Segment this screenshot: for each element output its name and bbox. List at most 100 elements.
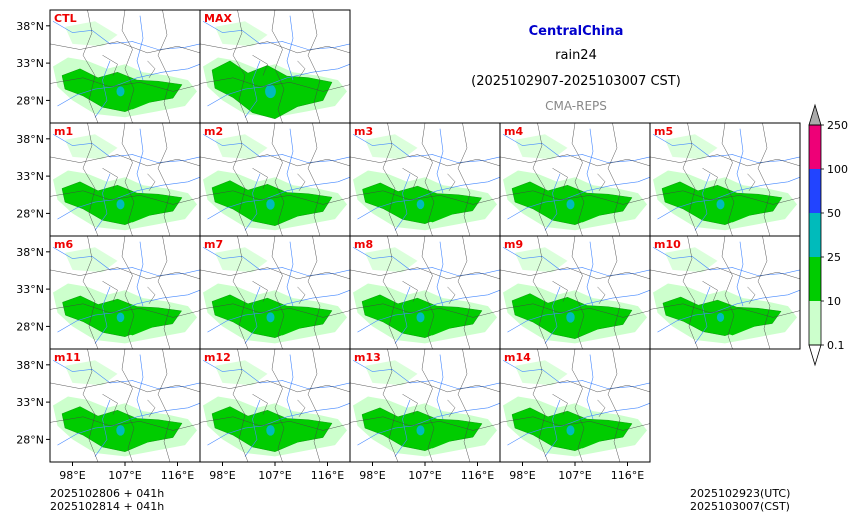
colorbar-segment bbox=[809, 125, 821, 169]
map-panel-m7: m7 bbox=[199, 235, 351, 350]
province-border bbox=[421, 122, 435, 237]
province-border bbox=[499, 380, 651, 393]
province-border bbox=[532, 235, 549, 350]
river-line bbox=[394, 286, 411, 344]
province-border bbox=[349, 416, 501, 431]
province-border bbox=[271, 122, 285, 237]
river-line bbox=[136, 15, 144, 81]
province-border bbox=[649, 303, 801, 318]
river-line bbox=[544, 399, 561, 457]
river-line bbox=[436, 354, 444, 420]
province-border bbox=[552, 281, 568, 302]
province-border bbox=[447, 286, 456, 304]
province-border bbox=[447, 399, 456, 417]
colorbar-tick-label: 100 bbox=[827, 163, 848, 176]
province-border bbox=[747, 286, 756, 304]
province-border bbox=[607, 348, 621, 463]
panel-label: m8 bbox=[354, 238, 373, 251]
lon-label: 107°E bbox=[108, 469, 141, 482]
river-line bbox=[52, 247, 201, 276]
river-line bbox=[244, 399, 261, 457]
province-border bbox=[421, 348, 435, 463]
lat-label: 38°N bbox=[16, 246, 44, 259]
province-border bbox=[552, 168, 568, 189]
river-line bbox=[94, 173, 111, 231]
province-border bbox=[702, 281, 718, 302]
map-panel-m4: m4 bbox=[499, 122, 651, 237]
rain-heavy-spot bbox=[266, 425, 275, 436]
river-line bbox=[52, 360, 201, 389]
lat-label: 33°N bbox=[16, 396, 44, 409]
river-line bbox=[286, 128, 294, 194]
river-line bbox=[244, 173, 261, 231]
map-panel-m5: m5 bbox=[649, 122, 801, 237]
panel-label: CTL bbox=[54, 12, 77, 25]
province-border bbox=[421, 235, 435, 350]
province-border bbox=[49, 303, 201, 318]
colorbar-segment bbox=[809, 169, 821, 213]
river-line bbox=[394, 173, 411, 231]
river-line bbox=[202, 21, 351, 50]
province-border bbox=[402, 394, 418, 415]
province-border bbox=[402, 168, 418, 189]
river-line bbox=[57, 176, 201, 220]
province-border bbox=[49, 267, 201, 280]
region-title: CentralChina bbox=[528, 24, 624, 39]
province-border bbox=[252, 55, 268, 76]
river-line bbox=[502, 134, 651, 163]
panel-label: m14 bbox=[504, 351, 531, 364]
rain-heavy-spot bbox=[566, 425, 575, 436]
province-border bbox=[457, 235, 471, 350]
rain-heavy-spot bbox=[416, 199, 425, 210]
province-border bbox=[682, 235, 699, 350]
province-border bbox=[682, 122, 699, 237]
province-border bbox=[307, 348, 321, 463]
init-time-cst: 2025102814 + 041h bbox=[50, 500, 165, 513]
province-border bbox=[199, 416, 351, 431]
river-line bbox=[52, 134, 201, 163]
province-border bbox=[349, 154, 501, 167]
province-border bbox=[757, 122, 771, 237]
province-border bbox=[252, 281, 268, 302]
panel-frame bbox=[649, 235, 801, 350]
lon-label: 107°E bbox=[258, 469, 291, 482]
river-line bbox=[736, 128, 744, 194]
map-panel-max: MAX bbox=[199, 9, 351, 124]
lat-label: 28°N bbox=[16, 207, 44, 220]
province-border bbox=[147, 60, 156, 78]
province-border bbox=[199, 190, 351, 205]
panel-label: m9 bbox=[504, 238, 523, 251]
river-line bbox=[52, 21, 201, 50]
colorbar-tick-label: 10 bbox=[827, 295, 841, 308]
river-line bbox=[436, 241, 444, 307]
colorbar-segment bbox=[809, 213, 821, 257]
river-line bbox=[507, 289, 651, 333]
river-line bbox=[586, 241, 594, 307]
rain-heavy-spot bbox=[116, 312, 125, 323]
province-border bbox=[252, 394, 268, 415]
province-border bbox=[82, 235, 99, 350]
province-border bbox=[252, 168, 268, 189]
map-panel-m14: m14 bbox=[499, 348, 651, 463]
panel-label: m6 bbox=[54, 238, 73, 251]
river-line bbox=[357, 402, 501, 446]
province-border bbox=[49, 380, 201, 393]
river-line bbox=[507, 402, 651, 446]
rain-heavy-spot bbox=[116, 199, 125, 210]
river-line bbox=[94, 60, 111, 118]
panel-label: m3 bbox=[354, 125, 373, 138]
rain-heavy-spot bbox=[566, 199, 575, 210]
river-line bbox=[57, 63, 201, 107]
variable-title: rain24 bbox=[555, 48, 597, 63]
rain-heavy-spot bbox=[116, 425, 125, 436]
river-line bbox=[357, 289, 501, 333]
province-border bbox=[157, 235, 171, 350]
rain-heavy-spot bbox=[566, 312, 575, 323]
lat-label: 28°N bbox=[16, 320, 44, 333]
province-border bbox=[157, 122, 171, 237]
river-line bbox=[207, 402, 351, 446]
panel-label: m13 bbox=[354, 351, 381, 364]
river-line bbox=[57, 289, 201, 333]
map-panel-m12: m12 bbox=[199, 348, 351, 463]
river-line bbox=[694, 286, 711, 344]
